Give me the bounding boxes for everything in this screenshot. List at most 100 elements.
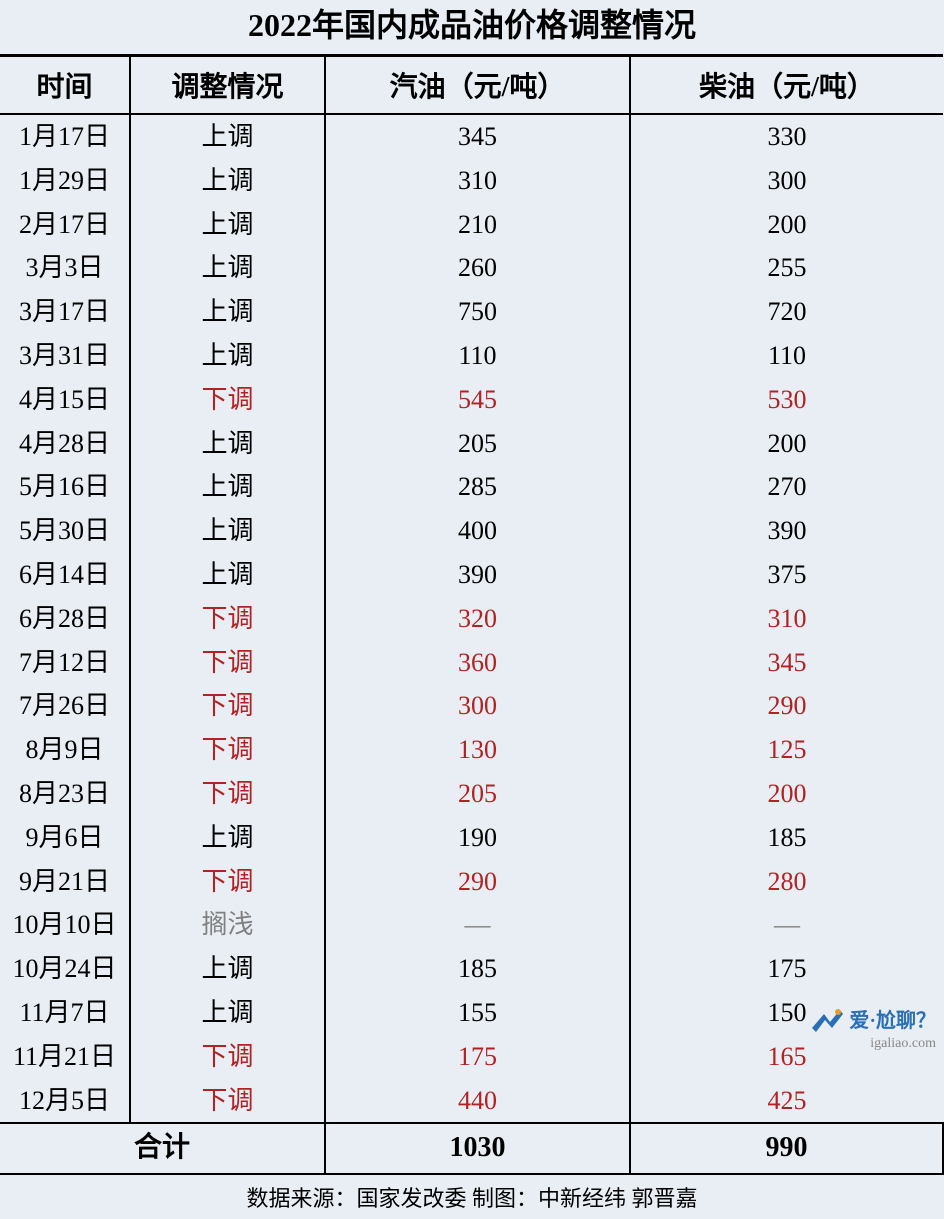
cell-diesel: 255 — [630, 246, 943, 290]
table-row: 7月12日下调360345 — [0, 641, 943, 685]
cell-date: 5月30日 — [0, 509, 130, 553]
table-row: 10月24日上调185175 — [0, 947, 943, 991]
cell-dir: 上调 — [130, 947, 325, 991]
cell-date: 2月17日 — [0, 203, 130, 247]
cell-date: 12月5日 — [0, 1079, 130, 1124]
cell-gas: 290 — [325, 860, 630, 904]
cell-diesel: 300 — [630, 159, 943, 203]
cell-dir: 下调 — [130, 597, 325, 641]
col-dir: 调整情况 — [130, 56, 325, 115]
table-row: 6月28日下调320310 — [0, 597, 943, 641]
cell-diesel: 185 — [630, 816, 943, 860]
cell-date: 10月24日 — [0, 947, 130, 991]
cell-diesel: 720 — [630, 290, 943, 334]
cell-diesel: 280 — [630, 860, 943, 904]
table-row: 4月15日下调545530 — [0, 378, 943, 422]
table-row: 1月29日上调310300 — [0, 159, 943, 203]
source-text: 数据来源：国家发改委 制图：中新经纬 郭晋嘉 — [0, 1175, 944, 1219]
cell-gas: 545 — [325, 378, 630, 422]
cell-dir: 上调 — [130, 553, 325, 597]
cell-diesel: 375 — [630, 553, 943, 597]
cell-gas: 130 — [325, 728, 630, 772]
cell-diesel: 345 — [630, 641, 943, 685]
cell-diesel: 200 — [630, 203, 943, 247]
cell-diesel: — — [630, 903, 943, 947]
col-diesel: 柴油（元/吨） — [630, 56, 943, 115]
cell-diesel: 150 — [630, 991, 943, 1035]
cell-dir: 上调 — [130, 246, 325, 290]
cell-date: 4月28日 — [0, 422, 130, 466]
cell-gas: — — [325, 903, 630, 947]
cell-gas: 345 — [325, 114, 630, 159]
cell-date: 8月23日 — [0, 772, 130, 816]
cell-diesel: 125 — [630, 728, 943, 772]
cell-date: 3月17日 — [0, 290, 130, 334]
cell-gas: 155 — [325, 991, 630, 1035]
cell-dir: 上调 — [130, 509, 325, 553]
cell-gas: 310 — [325, 159, 630, 203]
table-row: 8月9日下调130125 — [0, 728, 943, 772]
table-header-row: 时间 调整情况 汽油（元/吨） 柴油（元/吨） — [0, 56, 943, 115]
table-row: 5月30日上调400390 — [0, 509, 943, 553]
table-row: 11月7日上调155150 — [0, 991, 943, 1035]
cell-diesel: 110 — [630, 334, 943, 378]
cell-dir: 下调 — [130, 860, 325, 904]
cell-date: 7月12日 — [0, 641, 130, 685]
cell-gas: 360 — [325, 641, 630, 685]
total-row: 合计 1030 990 — [0, 1123, 943, 1173]
table-row: 3月31日上调110110 — [0, 334, 943, 378]
cell-date: 4月15日 — [0, 378, 130, 422]
cell-date: 8月9日 — [0, 728, 130, 772]
cell-date: 11月7日 — [0, 991, 130, 1035]
total-diesel: 990 — [630, 1123, 943, 1173]
table-row: 10月10日搁浅—— — [0, 903, 943, 947]
cell-diesel: 390 — [630, 509, 943, 553]
cell-gas: 190 — [325, 816, 630, 860]
cell-date: 7月26日 — [0, 684, 130, 728]
table-row: 4月28日上调205200 — [0, 422, 943, 466]
table-row: 3月3日上调260255 — [0, 246, 943, 290]
cell-dir: 搁浅 — [130, 903, 325, 947]
cell-gas: 320 — [325, 597, 630, 641]
cell-dir: 上调 — [130, 290, 325, 334]
cell-gas: 110 — [325, 334, 630, 378]
cell-dir: 下调 — [130, 728, 325, 772]
cell-diesel: 175 — [630, 947, 943, 991]
table-row: 2月17日上调210200 — [0, 203, 943, 247]
page-title: 2022年国内成品油价格调整情况 — [0, 0, 944, 54]
cell-date: 6月14日 — [0, 553, 130, 597]
cell-date: 1月17日 — [0, 114, 130, 159]
cell-gas: 205 — [325, 422, 630, 466]
cell-dir: 下调 — [130, 772, 325, 816]
cell-gas: 400 — [325, 509, 630, 553]
cell-date: 6月28日 — [0, 597, 130, 641]
total-label: 合计 — [0, 1123, 325, 1173]
table-row: 1月17日上调345330 — [0, 114, 943, 159]
cell-date: 3月31日 — [0, 334, 130, 378]
table-row: 6月14日上调390375 — [0, 553, 943, 597]
cell-dir: 上调 — [130, 991, 325, 1035]
cell-dir: 上调 — [130, 114, 325, 159]
cell-dir: 上调 — [130, 203, 325, 247]
cell-diesel: 310 — [630, 597, 943, 641]
table-row: 9月6日上调190185 — [0, 816, 943, 860]
cell-gas: 300 — [325, 684, 630, 728]
table-row: 5月16日上调285270 — [0, 465, 943, 509]
cell-dir: 下调 — [130, 641, 325, 685]
cell-diesel: 200 — [630, 422, 943, 466]
cell-dir: 下调 — [130, 378, 325, 422]
cell-dir: 上调 — [130, 159, 325, 203]
cell-gas: 750 — [325, 290, 630, 334]
cell-dir: 下调 — [130, 1079, 325, 1124]
cell-date: 5月16日 — [0, 465, 130, 509]
total-gas: 1030 — [325, 1123, 630, 1173]
cell-dir: 上调 — [130, 422, 325, 466]
cell-date: 3月3日 — [0, 246, 130, 290]
cell-dir: 上调 — [130, 465, 325, 509]
cell-gas: 210 — [325, 203, 630, 247]
cell-date: 1月29日 — [0, 159, 130, 203]
cell-diesel: 200 — [630, 772, 943, 816]
col-gas: 汽油（元/吨） — [325, 56, 630, 115]
table-row: 12月5日下调440425 — [0, 1079, 943, 1124]
cell-dir: 上调 — [130, 334, 325, 378]
